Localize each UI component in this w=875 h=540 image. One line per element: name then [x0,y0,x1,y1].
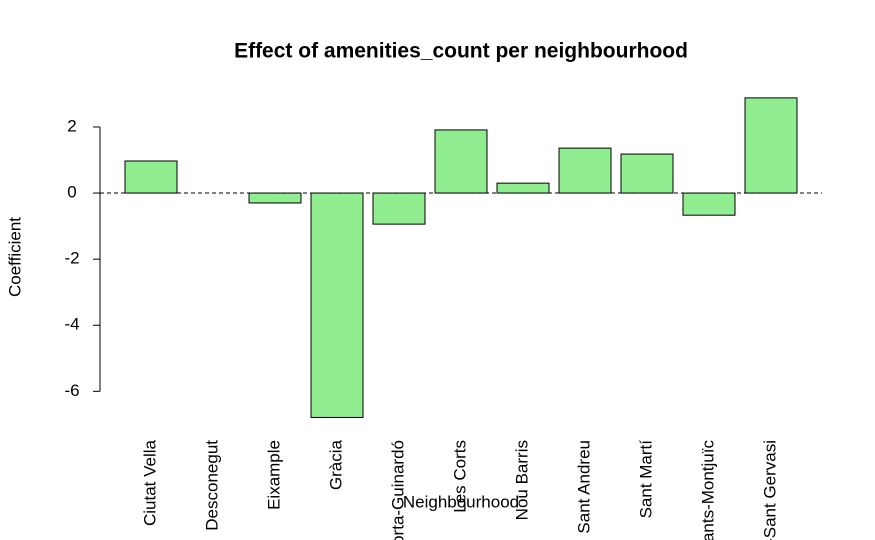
x-tick-label: Sant Martí [636,440,655,519]
bar [496,182,550,194]
bar [620,153,674,194]
x-tick-label: Les Corts [450,440,469,513]
x-tick-label: Eixample [264,440,283,510]
bar [682,192,736,216]
x-axis-label: Neighbourhood [403,492,519,511]
x-tick-label: Nou Barris [512,440,531,520]
x-tick-label: Sarrià-Sant Gervasi [760,440,779,540]
y-tick-label: -2 [64,249,79,268]
bar [744,97,798,194]
bar [248,192,302,204]
y-tick-label: -4 [64,315,79,334]
x-tick-label: Sant Andreu [574,440,593,534]
y-tick-label: 2 [67,116,76,135]
bar [124,160,178,194]
bar [558,147,612,194]
x-tick-label: Horta-Guinardó [388,440,407,540]
x-tick-label: Desconegut [202,440,221,531]
bar [310,192,364,418]
bar [372,192,426,225]
y-tick-label: 0 [67,183,76,202]
bar [434,129,488,194]
y-axis-label: Coefficient [5,217,24,297]
chart-title: Effect of amenities_count per neighbourh… [234,40,688,63]
x-tick-label: Ciutat Vella [140,439,159,526]
y-tick-label: -6 [64,381,79,400]
x-tick-label: Gràcia [326,439,345,490]
x-tick-label: Sants-Montjuïc [698,440,717,540]
